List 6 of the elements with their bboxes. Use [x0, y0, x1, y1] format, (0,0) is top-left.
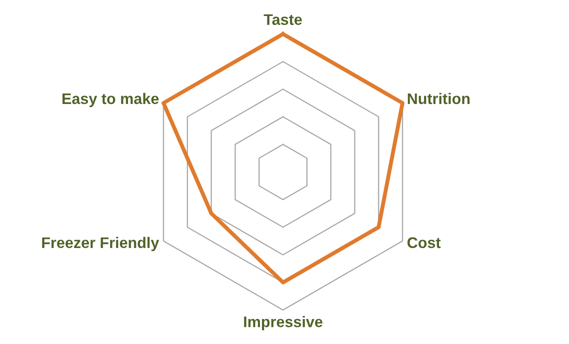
spoke-label: Taste: [264, 14, 302, 25]
spoke-label: Freezer Friendly: [42, 236, 160, 252]
spoke-label: Easy to make: [62, 92, 159, 108]
spoke-label: Nutrition: [408, 92, 470, 104]
spoke-label: Cost: [407, 237, 441, 248]
spoke-label: Impressive: [244, 316, 322, 330]
